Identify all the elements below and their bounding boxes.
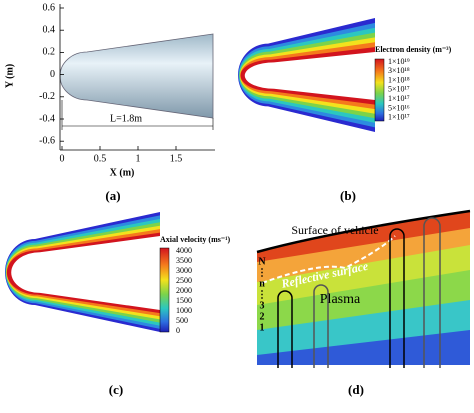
legend-label: 1×10¹⁷ — [388, 113, 410, 122]
panel-d: Surface of vehicle Reflective surface Pl… — [256, 209, 471, 397]
vehicle-surface — [256, 209, 471, 254]
legend-label: 2000 — [176, 286, 192, 295]
colorbar — [159, 247, 170, 333]
y-tick-label: -0.6 — [39, 135, 55, 146]
layer-label: ⋮ — [257, 289, 267, 300]
length-label: L=1.8m — [110, 113, 142, 124]
legend-label: 4000 — [176, 246, 192, 255]
legend-label: 5×10¹⁶ — [388, 103, 410, 112]
caption: (a) — [105, 188, 120, 203]
legend-label: 1000 — [176, 306, 192, 315]
layer-label: 2 — [260, 311, 265, 322]
legend-title: Axial velocity (ms⁻¹) — [160, 235, 230, 244]
legend-label: 5×10¹⁷ — [388, 85, 410, 94]
caption: (b) — [340, 188, 356, 203]
y-tick-label: -0.2 — [39, 91, 55, 102]
surface-label: Surface of vehicle — [291, 223, 378, 237]
x-tick-label: 1 — [136, 153, 141, 164]
layer-labels: N⋮n⋮321 — [257, 256, 267, 333]
legend-label: 500 — [176, 316, 188, 325]
plume-layer — [244, 52, 375, 100]
layer-label: ⋮ — [257, 267, 267, 278]
plume — [238, 18, 375, 132]
legend-label: 1500 — [176, 296, 192, 305]
caption: (c) — [109, 382, 123, 397]
reflective-surface — [261, 235, 396, 284]
legend-label: 3500 — [176, 256, 192, 265]
y-tick-label: -0.4 — [39, 113, 55, 124]
legend-label: 3000 — [176, 266, 192, 275]
vehicle — [59, 33, 214, 119]
y-tick-label: 0 — [50, 69, 55, 80]
layer-label: n — [259, 278, 265, 289]
legend-label: 1×10¹⁷ — [388, 94, 410, 103]
x-label: X (m) — [110, 167, 135, 178]
panel-a: L=1.8m Y (m) X (m) (a) 0.6 0.4 0.2 0 -0.2 -0.… — [4, 2, 215, 203]
panel-c: Axial velocity (ms⁻¹) (c) 40003500300025… — [5, 212, 230, 397]
y-tick-label: 0.2 — [43, 47, 56, 58]
legend-label: 1×10¹⁸ — [388, 75, 410, 84]
x-tick-label: 1.5 — [170, 153, 183, 164]
layer-label: N — [258, 256, 266, 267]
plume — [5, 212, 161, 332]
y-label: Y (m) — [4, 64, 15, 88]
legend-label: 3×10¹⁸ — [388, 66, 410, 75]
x-tick-label: 0 — [60, 153, 65, 164]
colorbar — [374, 58, 385, 122]
rays — [277, 217, 441, 368]
layer-label: 3 — [260, 300, 265, 311]
legend-title: Electron density (m⁻³) — [375, 45, 452, 54]
x-tick-label: 0.5 — [94, 153, 107, 164]
y-tick-label: 0.6 — [43, 2, 56, 13]
legend-label: 0 — [176, 326, 180, 335]
plasma-label: Plasma — [320, 292, 361, 307]
y-tick-label: 0.4 — [43, 24, 56, 35]
legend-label: 1×10¹⁹ — [388, 57, 410, 66]
panel-b: Electron density (m⁻³) (b) 1×10¹⁹3×10¹⁸1… — [238, 18, 452, 203]
caption: (d) — [348, 382, 364, 397]
legend-label: 2500 — [176, 276, 192, 285]
plume-layer — [11, 236, 160, 310]
layer-label: 1 — [260, 322, 265, 333]
